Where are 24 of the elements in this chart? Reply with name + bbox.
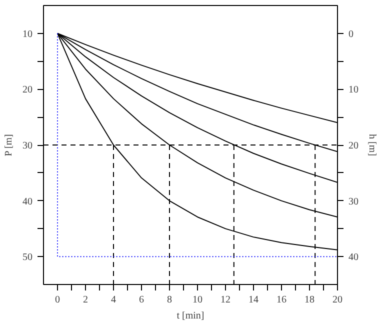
- y2-tick-label: 30: [348, 196, 358, 208]
- y2-tick-label: 40: [348, 252, 358, 264]
- x-tick-label: 20: [332, 294, 342, 306]
- y-axis-title: P [m]: [4, 134, 14, 156]
- y2-tick-label: 10: [348, 84, 358, 96]
- y-tick-label: 50: [22, 252, 32, 264]
- y-tick-label: 10: [22, 28, 32, 40]
- y-tick-label: 20: [22, 84, 32, 96]
- x-tick-label: 14: [248, 294, 258, 306]
- x-tick-label: 8: [167, 294, 172, 306]
- x-tick-label: 4: [111, 294, 116, 306]
- x-axis-title: t [min]: [176, 310, 204, 322]
- y2-tick-label: 0: [348, 28, 354, 40]
- y2-axis-title: h [m]: [366, 134, 378, 156]
- x-tick-label: 6: [139, 294, 144, 306]
- x-tick-label: 2: [83, 294, 88, 306]
- x-tick-label: 10: [192, 294, 202, 306]
- y-tick-label: 40: [22, 196, 32, 208]
- x-tick-label: 12: [220, 294, 230, 306]
- x-tick-label: 18: [304, 294, 314, 306]
- y2-tick-label: 20: [348, 140, 358, 152]
- y-tick-label: 30: [22, 140, 32, 152]
- x-tick-label: 16: [276, 294, 286, 306]
- x-tick-label: 0: [55, 294, 60, 306]
